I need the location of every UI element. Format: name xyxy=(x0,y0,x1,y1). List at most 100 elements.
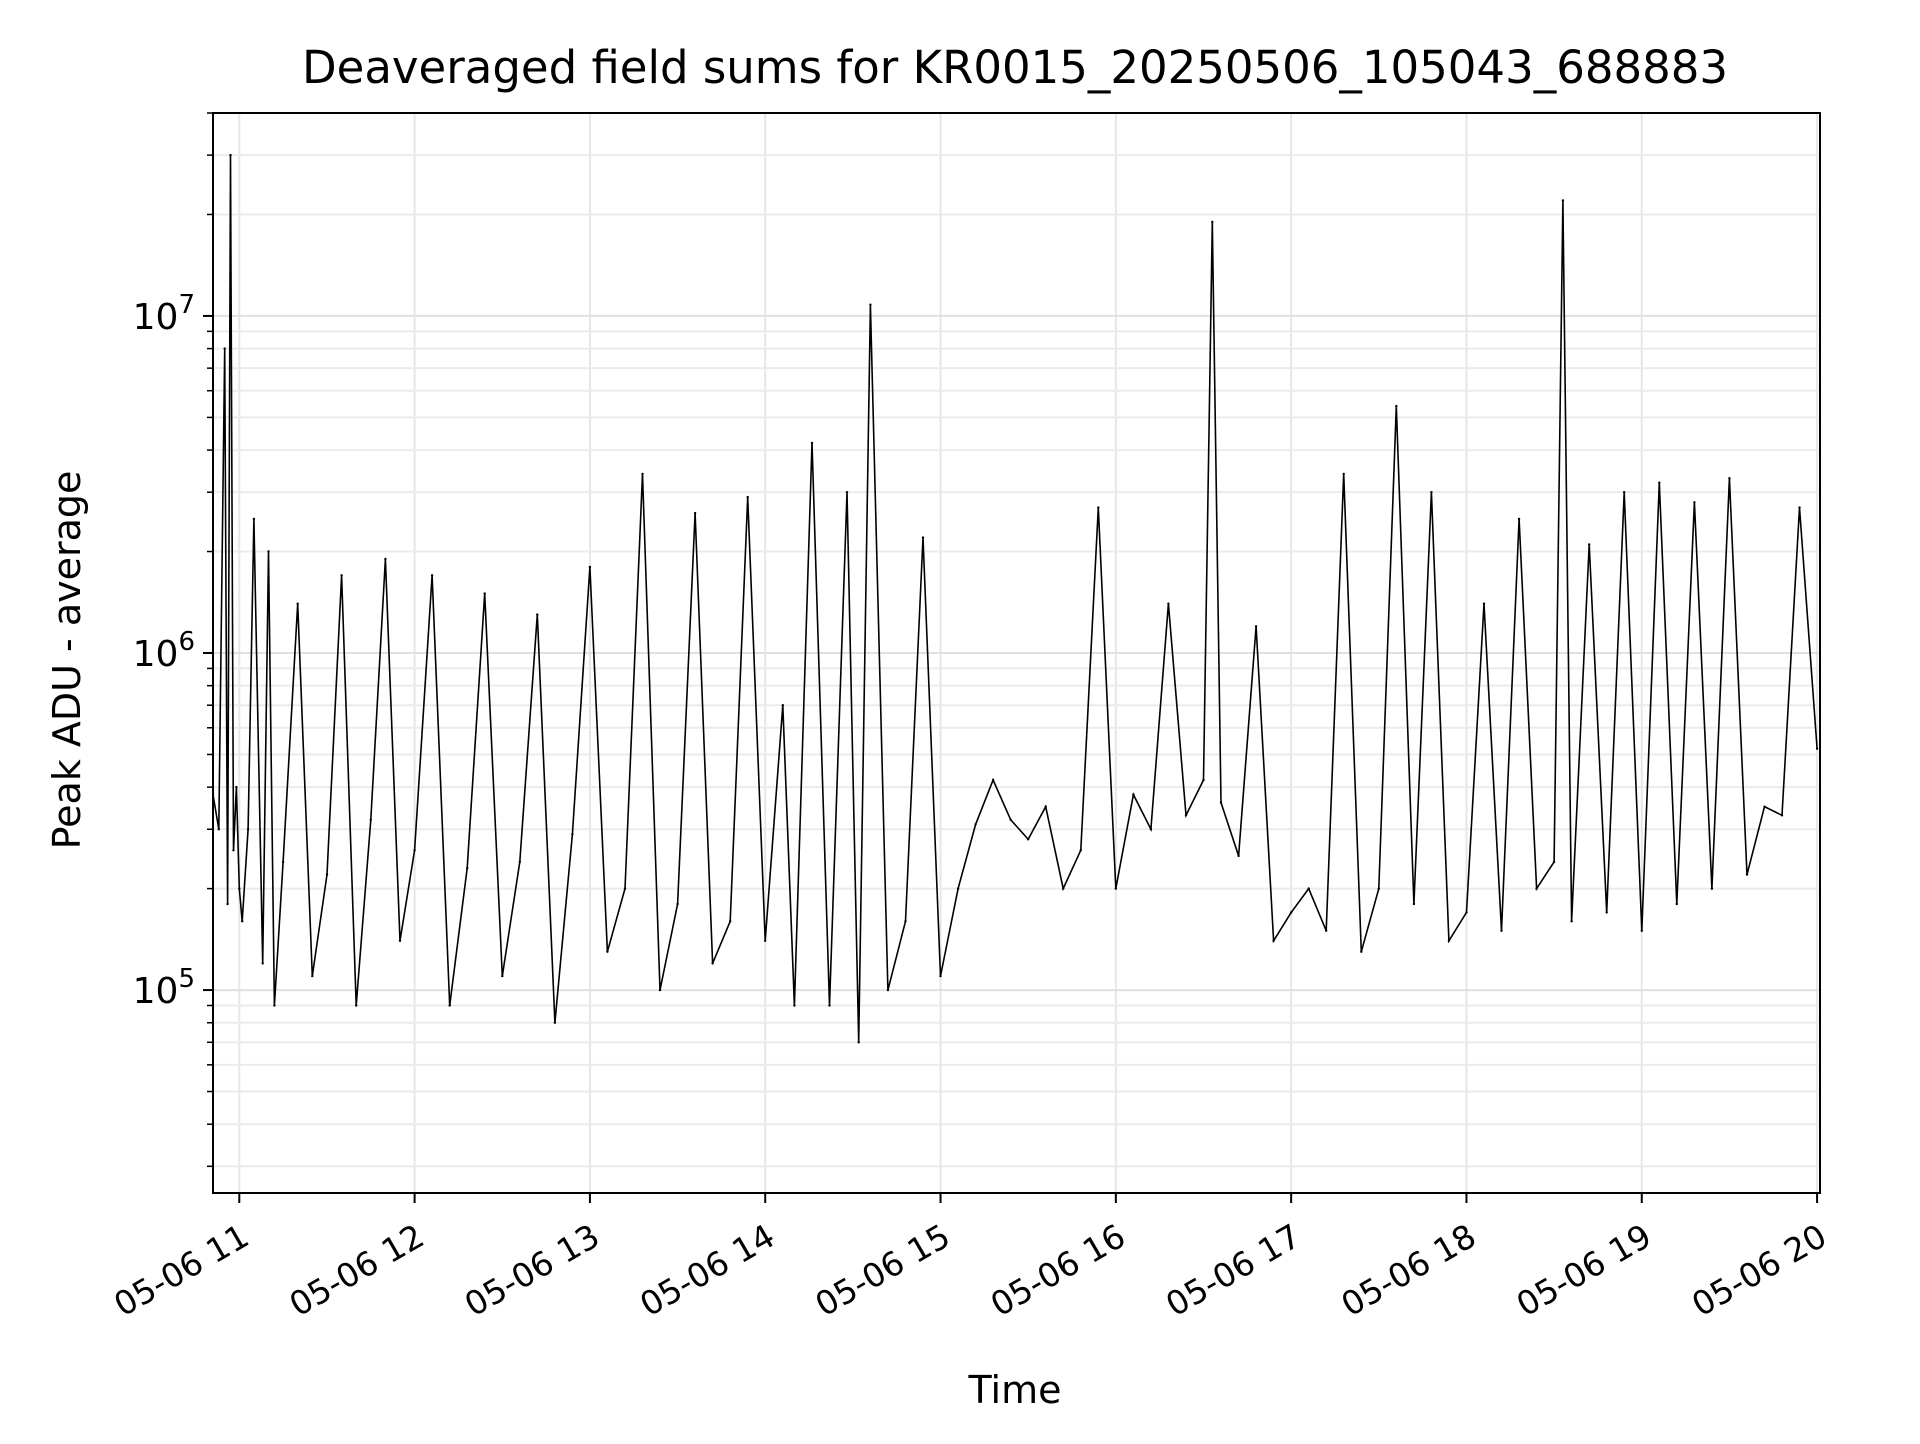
data-point xyxy=(1184,814,1188,817)
data-point xyxy=(217,828,220,831)
data-point xyxy=(828,1004,831,1007)
data-point xyxy=(1605,911,1608,914)
data-point xyxy=(1623,491,1626,494)
data-point xyxy=(501,974,504,978)
data-point xyxy=(729,920,732,923)
data-point xyxy=(1167,602,1170,605)
data-point xyxy=(693,511,697,515)
data-point xyxy=(413,849,416,852)
data-point xyxy=(1254,625,1258,628)
data-point xyxy=(991,778,995,782)
data-point xyxy=(223,347,226,350)
data-point xyxy=(781,704,784,707)
data-point xyxy=(1482,602,1486,605)
data-point xyxy=(1465,911,1468,914)
data-point xyxy=(281,860,285,864)
y-tick-label: 106 xyxy=(133,627,195,675)
data-point xyxy=(553,1021,557,1024)
data-point xyxy=(1447,939,1451,942)
data-point xyxy=(606,950,609,953)
data-point xyxy=(1570,920,1573,923)
data-point xyxy=(229,153,232,157)
data-point xyxy=(1062,887,1065,890)
data-point xyxy=(939,974,942,978)
data-point xyxy=(311,974,314,978)
data-point xyxy=(658,988,662,992)
data-point xyxy=(857,1041,860,1044)
data-point xyxy=(1552,860,1556,864)
data-point xyxy=(956,887,960,890)
data-point xyxy=(974,823,977,826)
data-point xyxy=(466,866,469,870)
data-point xyxy=(1517,517,1521,521)
data-point xyxy=(1500,929,1503,932)
data-point xyxy=(1395,404,1398,408)
y-tick-base: 10 xyxy=(133,634,179,675)
data-point xyxy=(369,818,372,821)
data-point xyxy=(267,550,270,553)
data-point xyxy=(246,828,250,831)
data-point xyxy=(588,565,592,569)
data-point xyxy=(1728,477,1731,480)
y-axis-label: Peak ADU - average xyxy=(45,471,89,850)
data-point xyxy=(232,849,235,852)
data-point xyxy=(241,920,244,923)
y-tick-exponent: 7 xyxy=(178,290,195,320)
data-point xyxy=(430,574,434,577)
data-point xyxy=(261,962,264,965)
data-point xyxy=(325,873,329,876)
data-point xyxy=(1290,911,1293,914)
data-point xyxy=(1097,506,1100,509)
data-point xyxy=(1745,873,1749,876)
data-point xyxy=(1202,778,1205,782)
data-point xyxy=(1640,929,1644,932)
data-point xyxy=(1588,543,1591,546)
data-point xyxy=(1535,887,1538,890)
data-point xyxy=(1149,828,1153,831)
data-point xyxy=(869,303,872,306)
data-point xyxy=(676,902,679,906)
data-point xyxy=(1219,801,1223,804)
data-point xyxy=(1412,902,1416,906)
data-point xyxy=(1307,887,1310,890)
data-point xyxy=(904,920,907,923)
data-point xyxy=(1798,506,1801,509)
data-point xyxy=(384,557,387,561)
data-point xyxy=(448,1004,451,1007)
data-point xyxy=(1710,887,1714,890)
data-point xyxy=(1237,854,1240,858)
data-point xyxy=(641,472,644,476)
data-point xyxy=(1561,199,1565,202)
data-point xyxy=(764,939,767,942)
series-layer xyxy=(213,153,1819,1044)
data-point xyxy=(623,887,627,890)
data-point xyxy=(1132,793,1135,796)
data-point xyxy=(845,491,849,494)
y-tick-label: 105 xyxy=(133,964,195,1012)
data-point xyxy=(1044,805,1047,808)
x-axis-label: Time xyxy=(968,1368,1062,1412)
data-point xyxy=(1114,887,1118,890)
data-point xyxy=(1360,950,1363,953)
data-point xyxy=(571,833,574,836)
data-point xyxy=(355,1004,358,1007)
data-point xyxy=(711,962,714,965)
data-point xyxy=(1342,472,1345,476)
data-point xyxy=(235,785,238,789)
data-point xyxy=(1675,902,1679,906)
data-point xyxy=(746,495,749,499)
y-tick-exponent: 5 xyxy=(178,964,195,994)
y-tick-base: 10 xyxy=(133,971,179,1012)
data-point xyxy=(1658,481,1661,484)
data-point xyxy=(810,441,814,445)
data-point xyxy=(340,574,343,577)
y-tick-label: 107 xyxy=(133,290,195,338)
data-point xyxy=(1009,818,1012,821)
data-point xyxy=(1079,849,1083,852)
data-point xyxy=(1377,887,1381,890)
data-point xyxy=(518,860,521,864)
